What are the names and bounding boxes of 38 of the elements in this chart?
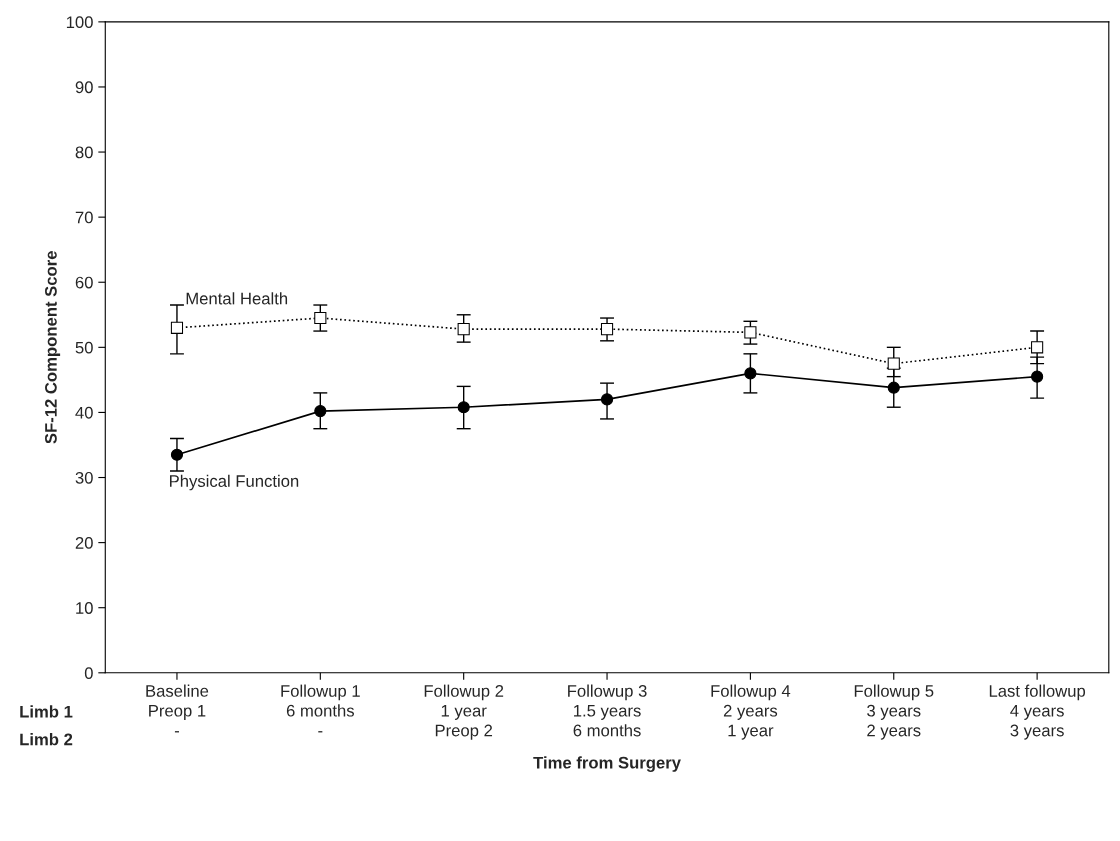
point [887, 381, 900, 394]
y-tick-label: 60 [75, 276, 93, 289]
y-tick-label: 20 [75, 537, 93, 549]
series-label: Physical Function [169, 474, 299, 491]
text: Limb 2 [20, 733, 73, 746]
point [314, 405, 327, 418]
point [170, 321, 184, 334]
x-tick-label: Followup 1 6 months - [281, 684, 360, 733]
y-tick-label: 90 [75, 81, 93, 94]
x-axis-title: Time from Surgery [533, 756, 681, 772]
point [170, 448, 184, 461]
y-tick-label: 10 [76, 602, 93, 614]
x-tick-label: Followup 3 1.5 years 6 months [568, 684, 647, 737]
text: Limb 1 [20, 705, 73, 718]
y-tick-label: 70 [75, 211, 93, 224]
series-label: Mental Health [186, 292, 288, 305]
point [314, 311, 327, 325]
point [887, 357, 900, 370]
x-tick-label: Followup 5 3 years 2 years [854, 684, 934, 740]
y-tick-label: 80 [75, 146, 93, 159]
y-tick-label: 30 [75, 471, 93, 484]
point [744, 326, 757, 339]
point [600, 393, 614, 406]
x-tick-label: Followup 4 2 years 1 year [711, 684, 791, 740]
x-tick-label: Baseline Preop 1 - [146, 684, 209, 733]
point [457, 323, 470, 336]
y-tick-label: 40 [75, 406, 93, 419]
point [1031, 370, 1044, 383]
point [1031, 341, 1044, 354]
y-tick-label: 0 [84, 667, 93, 679]
y-tick-label: 100 [66, 16, 93, 29]
point [457, 401, 470, 414]
point [744, 367, 757, 380]
x-tick-label: Last followup 4 years 3 years [989, 684, 1086, 740]
y-axis-title: SF-12 Component Score [45, 251, 61, 444]
x-tick-label: Followup 2 1 year Preop 2 [424, 684, 504, 740]
y-tick-label: 50 [75, 341, 93, 354]
point [600, 323, 614, 336]
